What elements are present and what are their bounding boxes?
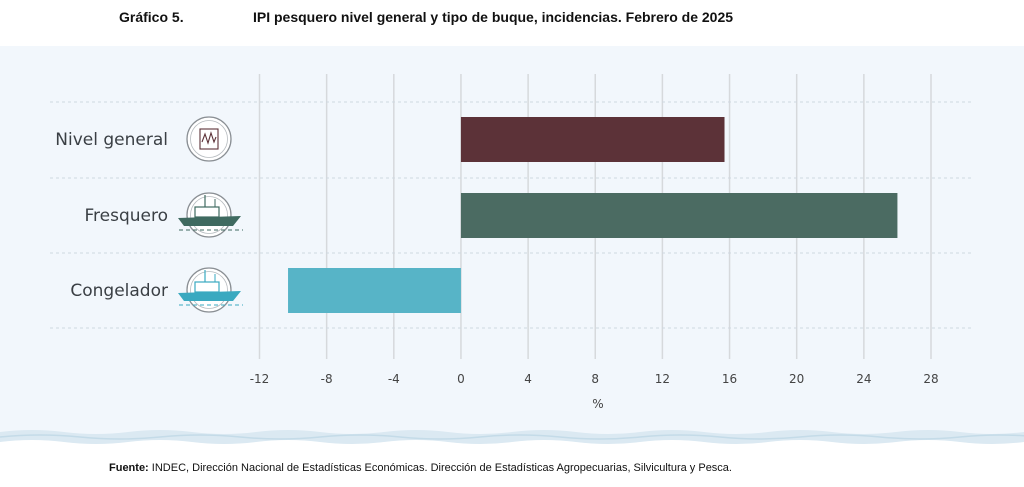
- x-tick-label: 16: [722, 372, 737, 386]
- x-tick-label: -4: [388, 372, 400, 386]
- bar-nivel-general: [460, 117, 725, 162]
- chart-number: Gráfico 5.: [119, 9, 184, 25]
- x-tick-label: -8: [321, 372, 333, 386]
- x-tick-label: 8: [591, 372, 599, 386]
- fishing-index-icon: [186, 116, 232, 162]
- category-label: Nivel general: [55, 130, 168, 150]
- category-label: Congelador: [70, 281, 168, 301]
- bar-fresquero: [460, 193, 898, 238]
- x-tick-label: 4: [524, 372, 532, 386]
- freezer-trawler-icon: [178, 267, 243, 313]
- source-note: Fuente: INDEC, Dirección Nacional de Est…: [109, 462, 732, 474]
- bar-chart: Nivel general Fresquero Congelador -12 -8 -4…: [50, 74, 972, 411]
- fresh-fish-trawler-icon: [178, 192, 243, 238]
- x-tick-label: 20: [789, 372, 804, 386]
- header: Gráfico 5. IPI pesquero nivel general y …: [0, 0, 1024, 46]
- category-label: Fresquero: [84, 206, 168, 226]
- source-label: Fuente:: [109, 462, 149, 474]
- x-tick-label: -12: [250, 372, 270, 386]
- x-tick-label: 0: [457, 372, 465, 386]
- source-text: INDEC, Dirección Nacional de Estadística…: [148, 462, 732, 474]
- x-axis-label: %: [592, 397, 603, 411]
- chart-panel: Nivel general Fresquero Congelador -12 -8 -4…: [0, 46, 1024, 438]
- x-tick-label: 28: [923, 372, 938, 386]
- bar-congelador: [288, 268, 461, 313]
- decorative-wave: [0, 430, 1024, 444]
- chart-title: IPI pesquero nivel general y tipo de buq…: [253, 9, 734, 25]
- x-tick-label: 24: [856, 372, 871, 386]
- x-tick-label: 12: [655, 372, 670, 386]
